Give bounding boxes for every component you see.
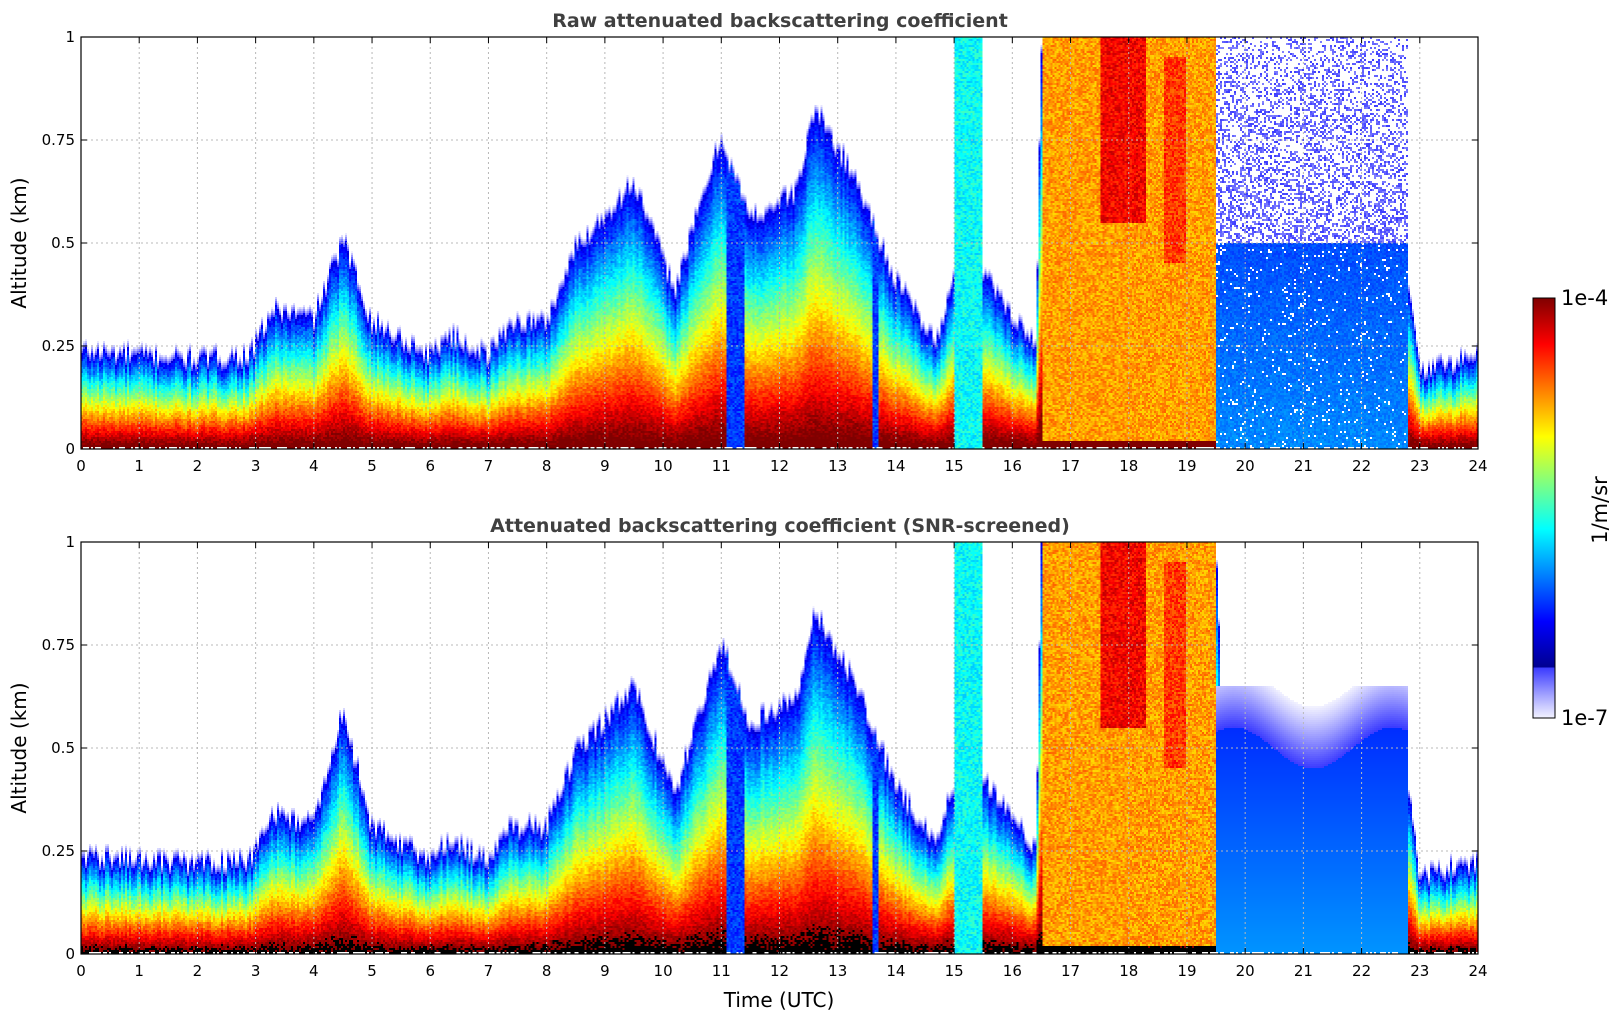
x-tick-label: 21	[1294, 962, 1313, 980]
colorbar-min-label: 1e-7	[1561, 706, 1608, 730]
x-tick-label: 22	[1352, 962, 1371, 980]
x-tick-label: 3	[251, 457, 261, 475]
x-tick-label: 9	[600, 962, 610, 980]
x-tick-label: 14	[886, 457, 905, 475]
x-tick-label: 13	[828, 457, 847, 475]
x-tick-label: 23	[1410, 457, 1429, 475]
x-tick-label: 5	[367, 962, 377, 980]
x-tick-label: 1	[134, 457, 144, 475]
y-tick-label: 0.25	[42, 842, 75, 860]
x-tick-label: 24	[1468, 962, 1487, 980]
x-tick-label: 16	[1003, 457, 1022, 475]
y-tick-label: 0.75	[42, 636, 75, 654]
y-tick-label: 0	[65, 440, 75, 458]
colorbar-max-label: 1e-4	[1561, 286, 1608, 310]
y-tick-label: 1	[65, 533, 75, 551]
x-tick-label: 4	[309, 457, 319, 475]
colorbar-gradient	[1532, 297, 1556, 719]
x-tick-label: 12	[770, 457, 789, 475]
y-tick-label: 1	[65, 28, 75, 46]
y-tick-label: 0	[65, 945, 75, 963]
x-tick-label: 21	[1294, 457, 1313, 475]
x-tick-label: 18	[1119, 962, 1138, 980]
panel-raw-ylabel: Altitude (km)	[7, 177, 31, 308]
x-tick-label: 8	[542, 962, 552, 980]
x-tick-label: 16	[1003, 962, 1022, 980]
x-tick-label: 0	[76, 457, 86, 475]
panel-screened-title: Attenuated backscattering coefficient (S…	[490, 515, 1070, 537]
colorbar-units-label: 1/m/sr	[1588, 476, 1612, 544]
x-tick-label: 5	[367, 457, 377, 475]
x-tick-label: 23	[1410, 962, 1429, 980]
x-tick-label: 4	[309, 962, 319, 980]
x-tick-label: 12	[770, 962, 789, 980]
x-tick-label: 0	[76, 962, 86, 980]
x-tick-label: 6	[425, 962, 435, 980]
y-tick-label: 0.75	[42, 131, 75, 149]
y-tick-label: 0.25	[42, 337, 75, 355]
x-tick-label: 7	[484, 962, 494, 980]
panel-screened: Attenuated backscattering coefficient (S…	[7, 515, 1488, 1012]
x-tick-label: 19	[1177, 962, 1196, 980]
x-tick-label: 17	[1061, 962, 1080, 980]
x-tick-label: 15	[945, 962, 964, 980]
panel-screened-xlabel: Time (UTC)	[723, 988, 835, 1012]
panel-screened-ylabel: Altitude (km)	[7, 682, 31, 813]
x-tick-label: 14	[886, 962, 905, 980]
x-tick-label: 22	[1352, 457, 1371, 475]
x-tick-label: 13	[828, 962, 847, 980]
x-tick-label: 24	[1468, 457, 1487, 475]
x-tick-label: 20	[1236, 962, 1255, 980]
x-tick-label: 10	[654, 962, 673, 980]
x-tick-label: 10	[654, 457, 673, 475]
y-tick-label: 0.5	[51, 739, 75, 757]
x-tick-label: 19	[1177, 457, 1196, 475]
panel-raw-title: Raw attenuated backscattering coefficien…	[552, 10, 1008, 32]
y-tick-label: 0.5	[51, 234, 75, 252]
x-tick-label: 2	[193, 457, 203, 475]
x-tick-label: 18	[1119, 457, 1138, 475]
x-tick-label: 15	[945, 457, 964, 475]
x-tick-label: 8	[542, 457, 552, 475]
x-tick-label: 17	[1061, 457, 1080, 475]
colorbar: 1e-4 1e-7 1/m/sr	[1532, 286, 1612, 730]
panel-raw-axes: 0 1 2 3 4 5 6 7 8 9 10 11 12 13 14 15 16 17 18 19 20 21 22 23 24…	[42, 28, 1488, 475]
x-tick-label: 6	[425, 457, 435, 475]
x-tick-label: 11	[712, 457, 731, 475]
x-tick-label: 2	[193, 962, 203, 980]
panel-screened-grid	[80, 541, 1479, 955]
x-tick-label: 11	[712, 962, 731, 980]
panel-raw: Raw attenuated backscattering coefficien…	[7, 10, 1488, 475]
panel-screened-axes: 0 1 2 3 4 5 6 7 8 9 10 11 12 13 14 15 16 17 18 19 20 21 22 23 24…	[42, 533, 1488, 980]
x-tick-label: 7	[484, 457, 494, 475]
x-tick-label: 3	[251, 962, 261, 980]
x-tick-label: 9	[600, 457, 610, 475]
x-tick-label: 1	[134, 962, 144, 980]
x-tick-label: 20	[1236, 457, 1255, 475]
